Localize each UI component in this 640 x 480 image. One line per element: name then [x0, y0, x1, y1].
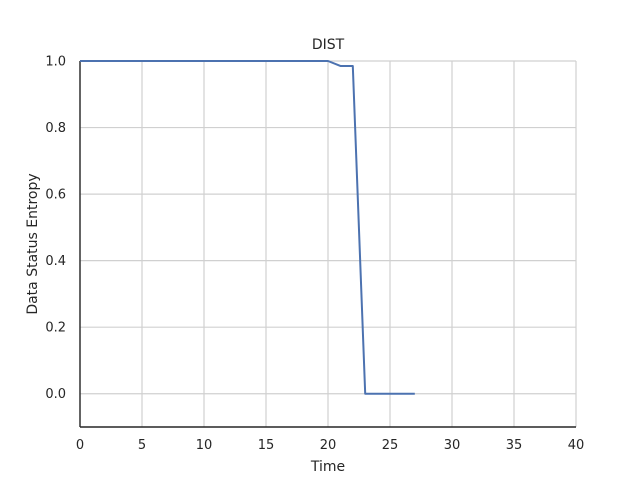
x-tick-label: 5	[138, 438, 146, 453]
x-tick-label: 10	[196, 438, 213, 453]
axes	[79, 61, 576, 428]
y-tick-label: 0.8	[45, 121, 66, 136]
tick-labels: 0 5 10 15 20 25 30 35 40 0.0 0.2 0.4 0.6 0.8 1.0	[45, 55, 584, 454]
series-line	[80, 60, 415, 395]
y-axis-label: Data Status Entropy	[25, 173, 41, 314]
x-tick-label: 40	[568, 438, 585, 453]
x-tick-label: 30	[444, 438, 461, 453]
y-tick-label: 0.6	[45, 188, 66, 203]
chart-title: DIST	[312, 37, 345, 53]
y-tick-label: 0.2	[45, 321, 66, 336]
y-tick-label: 0.4	[45, 254, 66, 269]
x-tick-label: 0	[76, 438, 84, 453]
x-tick-label: 35	[506, 438, 523, 453]
grid	[79, 60, 577, 427]
x-tick-label: 20	[320, 438, 337, 453]
y-tick-label: 1.0	[45, 55, 66, 70]
x-axis-label: Time	[310, 459, 345, 475]
y-tick-label: 0.0	[45, 387, 66, 402]
x-tick-label: 15	[258, 438, 275, 453]
x-tick-label: 25	[382, 438, 399, 453]
series	[80, 60, 415, 395]
